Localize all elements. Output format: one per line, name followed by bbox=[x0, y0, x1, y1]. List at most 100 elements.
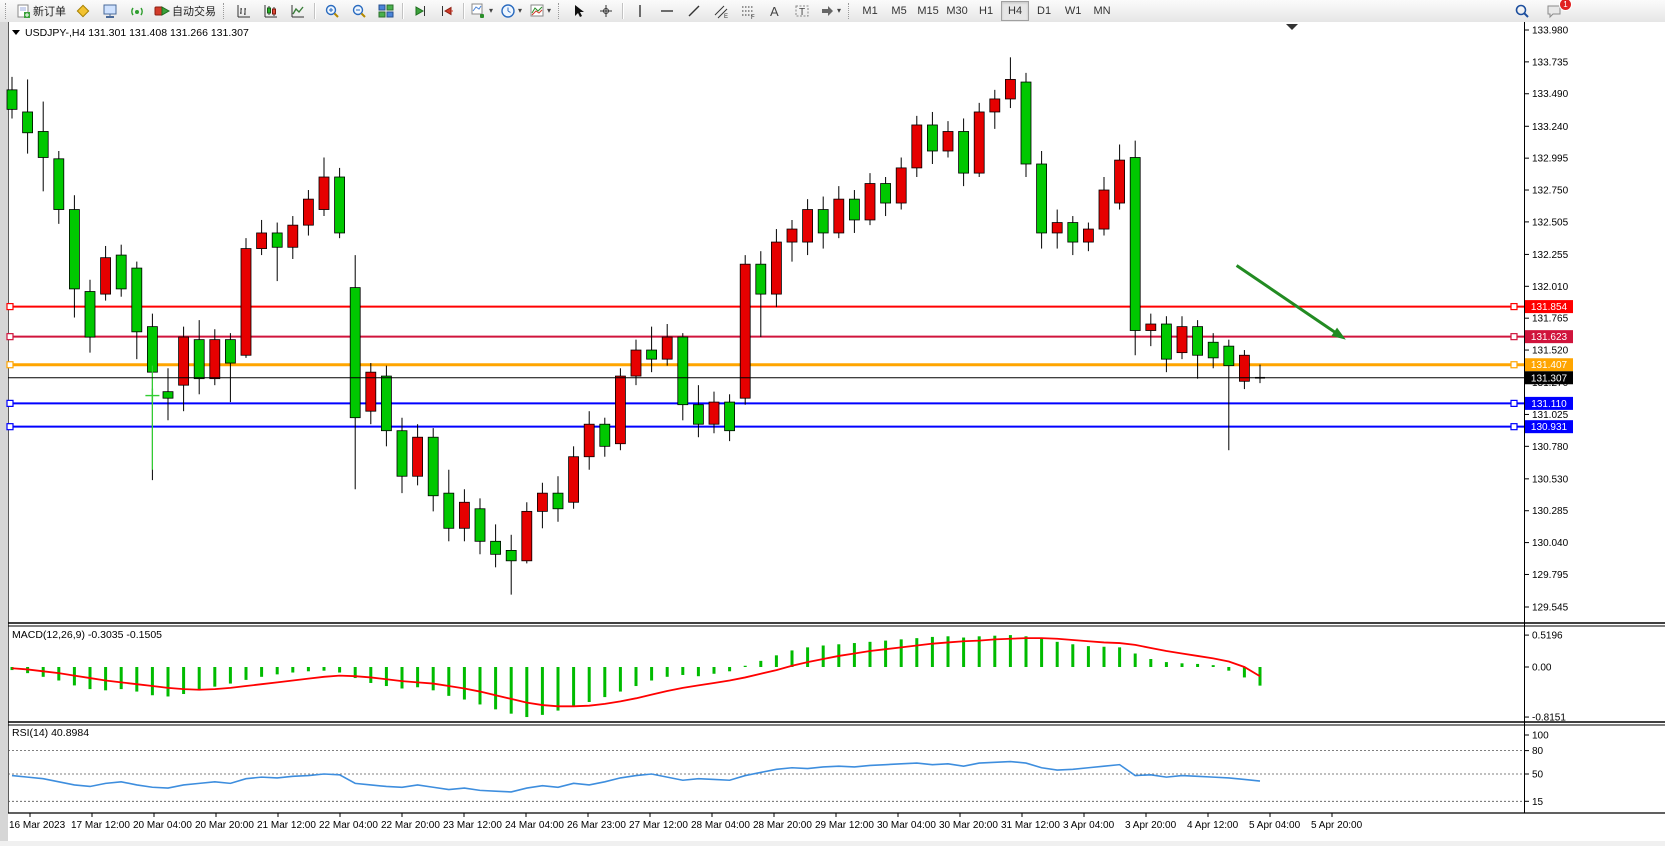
zoom-out-button[interactable] bbox=[346, 1, 372, 21]
add-indicator-button[interactable]: ▾ bbox=[468, 1, 496, 21]
shift-marker[interactable] bbox=[1286, 24, 1298, 30]
arrows-tool-button[interactable]: ▾ bbox=[816, 1, 844, 21]
price-axis[interactable]: 133.980 133.735 133.490 133.240 132.995 132.7… bbox=[1524, 26, 1569, 614]
auto-trading-label: 自动交易 bbox=[172, 6, 216, 18]
rsi-panel[interactable]: 100 80 50 15 RSI(14) 40.8984 bbox=[8, 727, 1549, 808]
zoom-in-button[interactable] bbox=[319, 1, 345, 21]
candlestick-mode-button[interactable] bbox=[258, 1, 284, 21]
svg-text:131.025: 131.025 bbox=[1532, 410, 1569, 421]
tile-windows-icon bbox=[378, 3, 394, 19]
signals-button[interactable] bbox=[124, 1, 150, 21]
timeframe-label: M1 bbox=[862, 5, 878, 17]
equidistant-channel-icon: E bbox=[713, 3, 729, 19]
svg-text:131.854: 131.854 bbox=[1531, 302, 1568, 313]
crosshair-tool-button[interactable] bbox=[593, 1, 619, 21]
annotation-arrow[interactable] bbox=[1235, 264, 1339, 336]
trendline-icon bbox=[686, 3, 702, 19]
svg-text:100: 100 bbox=[1532, 731, 1549, 742]
toolbar: 新订单 自动交易 bbox=[0, 0, 1665, 23]
shapes-arrow-icon bbox=[819, 3, 835, 19]
timeframe-h1-button[interactable]: H1 bbox=[972, 1, 1000, 21]
timeframe-label: D1 bbox=[1037, 5, 1052, 17]
hline-price-label bbox=[1525, 420, 1573, 434]
new-order-button[interactable]: 新订单 bbox=[13, 1, 69, 21]
svg-text:29 Mar 12:00: 29 Mar 12:00 bbox=[815, 820, 874, 831]
chart-window[interactable]: 133.980 133.735 133.490 133.240 132.995 132.7… bbox=[0, 22, 1665, 841]
timeframe-h4-button[interactable]: H4 bbox=[1001, 1, 1030, 21]
toolbar-separator bbox=[622, 3, 625, 19]
svg-text:15: 15 bbox=[1532, 797, 1544, 808]
bar-chart-mode-button[interactable] bbox=[231, 1, 257, 21]
svg-text:F: F bbox=[751, 15, 755, 19]
svg-text:26 Mar 23:00: 26 Mar 23:00 bbox=[567, 820, 626, 831]
chevron-down-icon: ▾ bbox=[489, 6, 494, 15]
svg-text:133.240: 133.240 bbox=[1532, 122, 1569, 133]
svg-text:22 Mar 20:00: 22 Mar 20:00 bbox=[381, 820, 440, 831]
svg-text:129.545: 129.545 bbox=[1532, 602, 1569, 613]
chart-canvas[interactable]: 133.980 133.735 133.490 133.240 132.995 132.7… bbox=[0, 22, 1665, 841]
current-price-label bbox=[1525, 371, 1573, 385]
svg-text:130.530: 130.530 bbox=[1532, 474, 1569, 485]
vertical-line-tool-button[interactable] bbox=[627, 1, 653, 21]
timeframe-w1-button[interactable]: W1 bbox=[1059, 1, 1087, 21]
hline-price-label bbox=[1525, 330, 1573, 344]
candlestick-icon bbox=[263, 3, 279, 19]
horizontal-line-tool-button[interactable] bbox=[654, 1, 680, 21]
svg-text:5 Apr 20:00: 5 Apr 20:00 bbox=[1311, 820, 1363, 831]
fibonacci-tool-button[interactable]: F bbox=[735, 1, 761, 21]
rsi-label: RSI(14) 40.8984 bbox=[12, 727, 89, 739]
text-label-icon: T bbox=[794, 3, 810, 19]
tile-windows-button[interactable] bbox=[373, 1, 399, 21]
zoom-in-icon bbox=[324, 3, 340, 19]
macd-panel[interactable]: 0.5196 0.00 -0.8151 MACD(12,26,9) -0.3035 -… bbox=[10, 629, 1566, 724]
trendline-tool-button[interactable] bbox=[681, 1, 707, 21]
symbol-dropdown-icon[interactable] bbox=[12, 30, 20, 35]
svg-text:30 Mar 04:00: 30 Mar 04:00 bbox=[877, 820, 936, 831]
timeframe-m5-button[interactable]: M5 bbox=[885, 1, 913, 21]
svg-text:132.995: 132.995 bbox=[1532, 154, 1569, 165]
chart-shift-button[interactable] bbox=[434, 1, 460, 21]
horizontal-lines[interactable]: 131.854 131.623 131.407 131.110 130.931 bbox=[6, 300, 1573, 434]
svg-text:132.750: 132.750 bbox=[1532, 186, 1569, 197]
toolbar-grip bbox=[848, 3, 852, 19]
templates-button[interactable]: ▾ bbox=[526, 1, 554, 21]
svg-text:131.110: 131.110 bbox=[1531, 399, 1567, 410]
hline-price-label bbox=[1525, 396, 1573, 410]
svg-text:133.490: 133.490 bbox=[1532, 89, 1569, 100]
svg-text:132.010: 132.010 bbox=[1532, 282, 1569, 293]
svg-text:131.765: 131.765 bbox=[1532, 314, 1569, 325]
auto-trading-button[interactable]: 自动交易 bbox=[151, 1, 219, 21]
cursor-tool-button[interactable] bbox=[566, 1, 592, 21]
svg-text:A: A bbox=[770, 4, 779, 19]
svg-text:17 Mar 12:00: 17 Mar 12:00 bbox=[71, 820, 130, 831]
market-watch-button[interactable] bbox=[70, 1, 96, 21]
terminal-button[interactable] bbox=[97, 1, 123, 21]
hline-price-label bbox=[1525, 300, 1573, 314]
timeframe-label: M15 bbox=[917, 5, 939, 17]
channel-tool-button[interactable]: E bbox=[708, 1, 734, 21]
line-chart-mode-button[interactable] bbox=[285, 1, 311, 21]
notifications-button[interactable]: 1 bbox=[1541, 0, 1572, 21]
timeframe-label: H4 bbox=[1008, 5, 1023, 17]
clock-icon bbox=[500, 3, 516, 19]
timeframe-label: M5 bbox=[891, 5, 907, 17]
search-button[interactable] bbox=[1509, 1, 1535, 21]
chevron-down-icon: ▾ bbox=[837, 6, 842, 15]
timeframe-d1-button[interactable]: D1 bbox=[1030, 1, 1058, 21]
time-axis[interactable]: 16 Mar 2023 17 Mar 12:00 20 Mar 04:00 20 Ma… bbox=[9, 813, 1363, 831]
search-icon bbox=[1514, 3, 1530, 19]
horizontal-line-icon bbox=[659, 3, 675, 19]
periods-button[interactable]: ▾ bbox=[497, 1, 525, 21]
timeframe-m1-button[interactable]: M1 bbox=[856, 1, 884, 21]
auto-scroll-button[interactable] bbox=[407, 1, 433, 21]
timeframe-m15-button[interactable]: M15 bbox=[914, 1, 942, 21]
fibonacci-icon: F bbox=[740, 3, 756, 19]
svg-text:3 Apr 04:00: 3 Apr 04:00 bbox=[1063, 820, 1115, 831]
svg-text:130.040: 130.040 bbox=[1532, 538, 1569, 549]
svg-text:132.505: 132.505 bbox=[1532, 217, 1569, 228]
timeframe-m30-button[interactable]: M30 bbox=[943, 1, 971, 21]
text-label-tool-button[interactable]: T bbox=[789, 1, 815, 21]
text-tool-button[interactable]: A bbox=[762, 1, 788, 21]
timeframe-mn-button[interactable]: MN bbox=[1088, 1, 1116, 21]
timeframe-label: M30 bbox=[946, 5, 968, 17]
